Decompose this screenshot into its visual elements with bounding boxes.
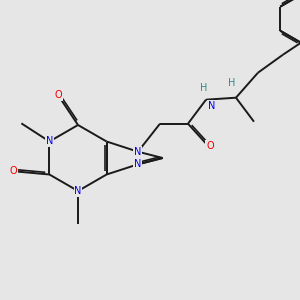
- Text: N: N: [208, 101, 216, 111]
- Text: N: N: [134, 159, 142, 169]
- Text: N: N: [46, 136, 53, 146]
- Text: O: O: [206, 141, 214, 151]
- Text: H: H: [200, 83, 208, 93]
- Text: O: O: [54, 90, 62, 100]
- Text: H: H: [228, 78, 236, 88]
- Text: N: N: [134, 147, 142, 157]
- Text: O: O: [9, 166, 17, 176]
- Text: N: N: [74, 186, 82, 196]
